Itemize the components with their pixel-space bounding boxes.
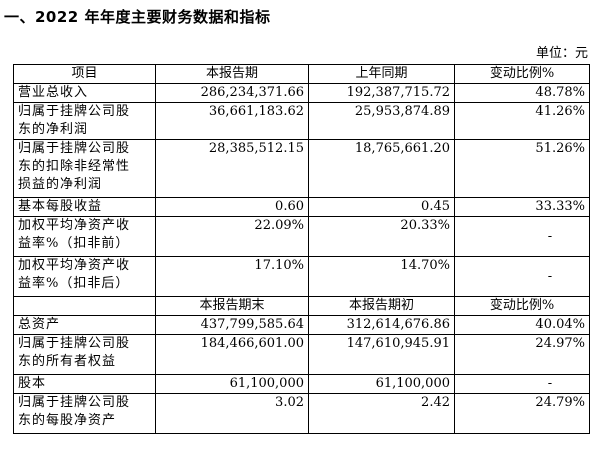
row-label: 总资产	[13, 315, 156, 335]
row-label-line: 归属于挂牌公司股	[18, 104, 131, 119]
value-cell: 24.97%	[454, 334, 590, 375]
column-header: 本报告期末	[155, 296, 309, 316]
table-row: 加权平均净资产收 益率%（扣非前） 22.09% 20.33% -	[13, 216, 590, 257]
row-label-line: 股本	[18, 376, 47, 391]
row-label: 归属于挂牌公司股 东的净利润	[13, 102, 156, 140]
value-cell: 48.78%	[454, 83, 590, 103]
table-header-row: 本报告期末 本报告期初 变动比例%	[13, 296, 590, 316]
column-header: 项目	[13, 64, 156, 84]
value-cell: 286,234,371.66	[155, 83, 309, 103]
value-cell: 33.33%	[454, 197, 590, 217]
table-row: 营业总收入 286,234,371.66 192,387,715.72 48.78%	[13, 83, 590, 103]
row-label: 股本	[13, 374, 156, 394]
table-row: 基本每股收益 0.60 0.45 33.33%	[13, 197, 590, 217]
row-label-line: 东的所有者权益	[18, 354, 117, 369]
value-cell: 61,100,000	[308, 374, 455, 394]
value-cell: 41.26%	[454, 102, 590, 140]
row-label-line: 归属于挂牌公司股	[18, 336, 131, 351]
row-label-line: 加权平均净资产收	[18, 258, 131, 273]
table-row: 总资产 437,799,585.64 312,614,676.86 40.04%	[13, 315, 590, 335]
value-cell: 61,100,000	[155, 374, 309, 394]
row-label: 归属于挂牌公司股 东的所有者权益	[13, 334, 156, 375]
row-label-line: 营业总收入	[18, 85, 89, 100]
column-header: 上年同期	[308, 64, 455, 84]
value-cell: 2.42	[308, 393, 455, 434]
table-row: 归属于挂牌公司股 东的净利润 36,661,183.62 25,953,874.89 4…	[13, 102, 590, 140]
row-label-line: 加权平均净资产收	[18, 218, 131, 233]
table-row: 归属于挂牌公司股 东的每股净资产 3.02 2.42 24.79%	[13, 393, 590, 434]
row-label-line: 益率%（扣非前）	[18, 236, 130, 251]
section-title: 一、2022 年年度主要财务数据和指标	[4, 8, 271, 26]
row-label-line: 归属于挂牌公司股	[18, 395, 131, 410]
table-row: 归属于挂牌公司股 东的所有者权益 184,466,601.00 147,610,945…	[13, 334, 590, 375]
row-label-line: 东的扣除非经常性	[18, 159, 131, 174]
financial-data-table: 项目 本报告期 上年同期 变动比例% 营业总收入 286,234,371.66 192,38…	[13, 64, 590, 434]
row-label-line: 归属于挂牌公司股	[18, 141, 131, 156]
value-cell: 312,614,676.86	[308, 315, 455, 335]
value-cell: 18,765,661.20	[308, 139, 455, 198]
column-header: 变动比例%	[454, 296, 590, 316]
row-label: 归属于挂牌公司股 东的扣除非经常性 损益的净利润	[13, 139, 156, 198]
value-cell: -	[454, 256, 590, 297]
row-label-line: 益率%（扣非后）	[18, 276, 130, 291]
value-cell: 22.09%	[155, 216, 309, 257]
unit-label: 单位：元	[535, 46, 588, 61]
table-row: 归属于挂牌公司股 东的扣除非经常性 损益的净利润 28,385,512.15 18,76…	[13, 139, 590, 198]
value-cell: 40.04%	[454, 315, 590, 335]
value-cell: 17.10%	[155, 256, 309, 297]
row-label: 基本每股收益	[13, 197, 156, 217]
value-cell: 36,661,183.62	[155, 102, 309, 140]
value-cell: 147,610,945.91	[308, 334, 455, 375]
table-row: 股本 61,100,000 61,100,000-	[13, 374, 590, 394]
value-cell: 0.60	[155, 197, 309, 217]
column-header	[13, 296, 156, 316]
row-label-line: 东的净利润	[18, 122, 89, 137]
column-header: 变动比例%	[454, 64, 590, 84]
row-label-line: 损益的净利润	[18, 177, 103, 192]
row-label: 加权平均净资产收 益率%（扣非后）	[13, 256, 156, 297]
value-cell: 28,385,512.15	[155, 139, 309, 198]
value-cell: 184,466,601.00	[155, 334, 309, 375]
row-label-line: 总资产	[18, 317, 61, 332]
value-cell: 20.33%	[308, 216, 455, 257]
column-header: 本报告期初	[308, 296, 455, 316]
value-cell: -	[454, 374, 590, 394]
table-header-row: 项目 本报告期 上年同期 变动比例%	[13, 64, 590, 84]
value-cell: 3.02	[155, 393, 309, 434]
row-label: 归属于挂牌公司股 东的每股净资产	[13, 393, 156, 434]
value-cell: 14.70%	[308, 256, 455, 297]
value-cell: 51.26%	[454, 139, 590, 198]
value-cell: 0.45	[308, 197, 455, 217]
table-row: 加权平均净资产收 益率%（扣非后） 17.10% 14.70% -	[13, 256, 590, 297]
value-cell: 192,387,715.72	[308, 83, 455, 103]
row-label-line: 基本每股收益	[18, 199, 103, 214]
value-cell: 24.79%	[454, 393, 590, 434]
row-label: 营业总收入	[13, 83, 156, 103]
row-label: 加权平均净资产收 益率%（扣非前）	[13, 216, 156, 257]
value-cell: -	[454, 216, 590, 257]
value-cell: 25,953,874.89	[308, 102, 455, 140]
column-header: 本报告期	[155, 64, 309, 84]
row-label-line: 东的每股净资产	[18, 413, 117, 428]
value-cell: 437,799,585.64	[155, 315, 309, 335]
